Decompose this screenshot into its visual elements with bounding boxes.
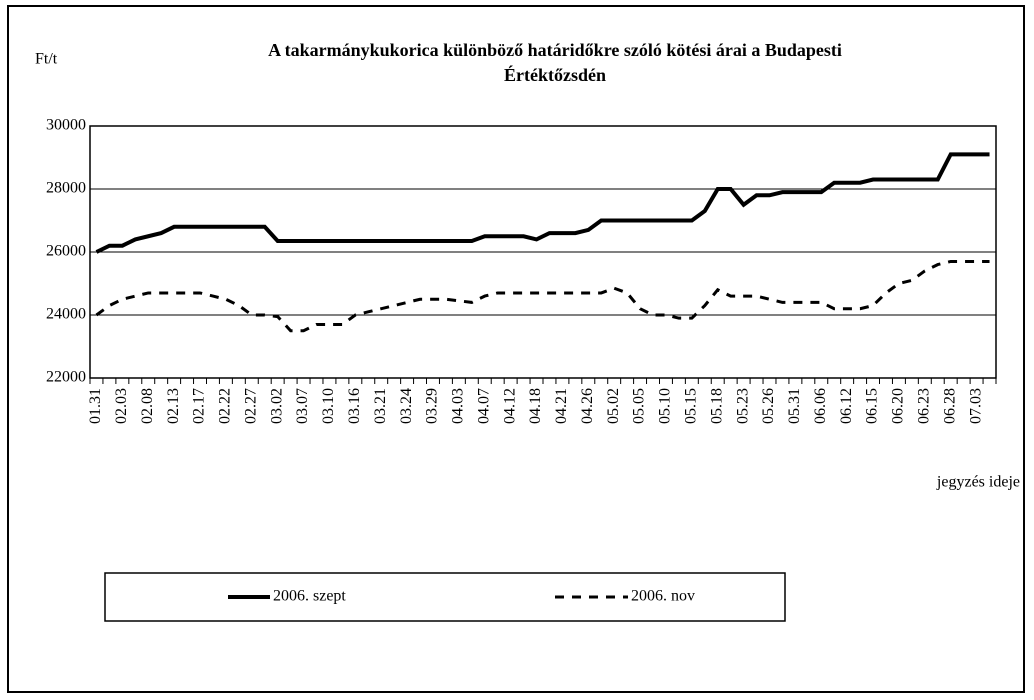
x-tick-label: 06.23	[915, 388, 932, 424]
legend-label: 2006. szept	[273, 588, 346, 605]
x-tick-label: 02.27	[242, 388, 259, 424]
x-tick-label: 05.18	[708, 388, 725, 424]
x-tick-label: 04.21	[553, 388, 570, 424]
x-tick-label: 06.06	[812, 388, 829, 424]
x-tick-label: 01.31	[87, 388, 104, 424]
x-tick-label: 04.03	[450, 388, 467, 424]
x-tick-label: 02.03	[113, 388, 130, 424]
x-tick-label: 06.15	[864, 388, 881, 424]
y-tick-label: 28000	[46, 180, 86, 197]
x-axis-label: jegyzés ideje	[936, 474, 1020, 491]
y-tick-label: 30000	[46, 117, 86, 134]
x-tick-label: 05.10	[657, 388, 674, 424]
chart-border	[7, 5, 1025, 693]
x-tick-label: 05.31	[786, 388, 803, 424]
x-tick-label: 05.02	[605, 388, 622, 424]
y-tick-label: 24000	[46, 306, 86, 323]
chart-title: A takarmánykukorica különböző határidőkr…	[268, 40, 842, 85]
y-tick-label: 26000	[46, 243, 86, 260]
x-tick-label: 02.17	[191, 388, 208, 424]
x-tick-label: 02.22	[217, 388, 234, 424]
x-tick-label: 07.03	[967, 388, 984, 424]
x-tick-label: 03.02	[268, 388, 285, 424]
line-series	[95, 152, 990, 254]
y-tick-label: 22000	[46, 369, 86, 386]
x-tick-label: 04.07	[475, 388, 492, 424]
x-tick-label: 05.15	[683, 388, 700, 424]
line-series	[95, 259, 990, 333]
x-tick-label: 06.28	[941, 388, 958, 424]
y-axis-label: Ft/t	[35, 51, 58, 68]
x-tick-label: 03.29	[424, 388, 441, 424]
x-tick-label: 06.12	[838, 388, 855, 424]
x-tick-label: 06.20	[890, 388, 907, 424]
x-tick-label: 03.24	[398, 388, 415, 424]
x-tick-label: 05.05	[631, 388, 648, 424]
x-tick-label: 04.18	[527, 388, 544, 424]
x-tick-label: 02.08	[139, 388, 156, 424]
x-tick-label: 03.16	[346, 388, 363, 424]
legend-label: 2006. nov	[631, 588, 695, 605]
x-tick-label: 04.26	[579, 388, 596, 424]
legend-box	[104, 572, 786, 622]
x-tick-label: 03.21	[372, 388, 389, 424]
x-tick-label: 03.07	[294, 388, 311, 424]
x-tick-label: 05.26	[760, 388, 777, 424]
x-tick-label: 02.13	[165, 388, 182, 424]
x-tick-label: 03.10	[320, 388, 337, 424]
x-tick-label: 04.12	[501, 388, 518, 424]
x-tick-label: 05.23	[734, 388, 751, 424]
